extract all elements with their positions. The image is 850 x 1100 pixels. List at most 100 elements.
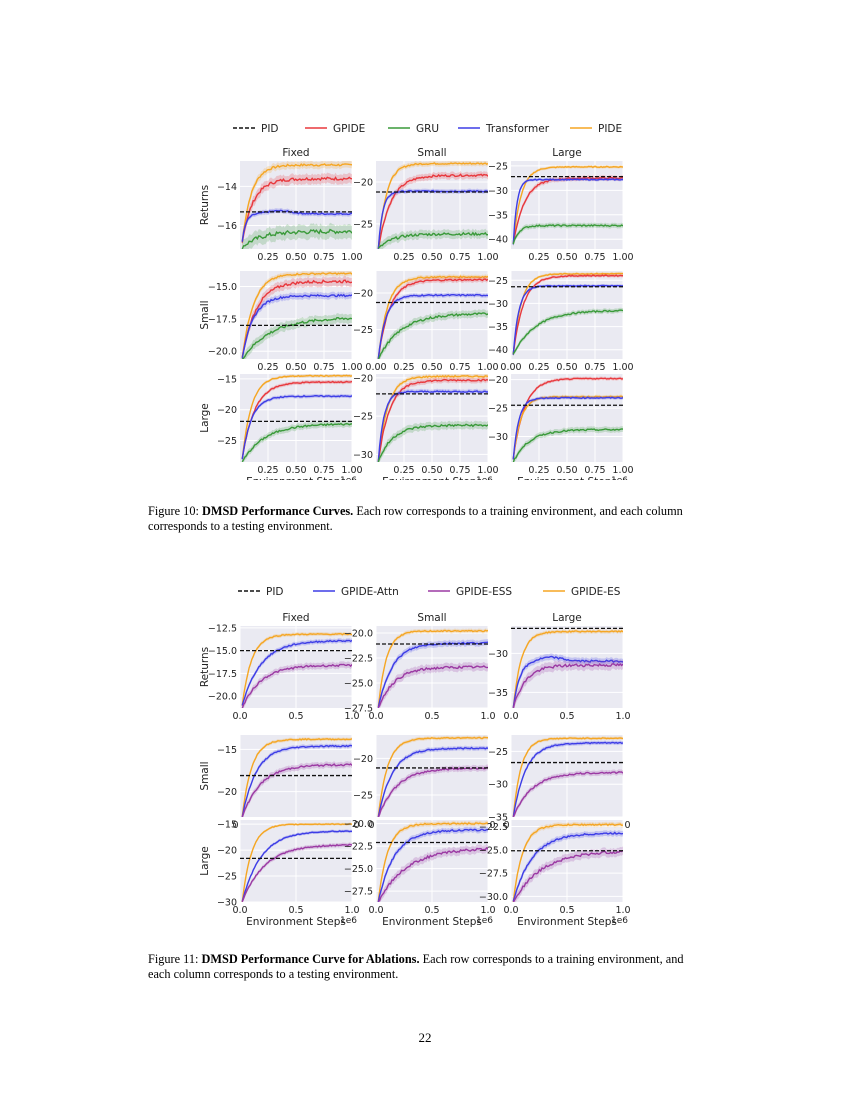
series-group	[240, 374, 352, 462]
y-tick-label: −20.0	[344, 629, 373, 640]
x-tick-label: 1.0	[480, 711, 495, 722]
series-band	[242, 208, 352, 245]
x-tick-label: 1.0	[344, 905, 359, 916]
y-tick-label: −12.5	[208, 623, 237, 634]
x-tick-label: 0.5	[559, 711, 574, 722]
y-tick-label: −15	[217, 745, 237, 756]
x-tick-label: 0.75	[449, 465, 470, 476]
series-group	[240, 161, 352, 249]
x-axis-scale: 1e6	[340, 916, 357, 926]
series-line	[377, 641, 488, 708]
series-group	[376, 374, 488, 462]
y-tick-label: −30	[488, 432, 508, 443]
x-tick-label: 0.75	[584, 252, 605, 263]
series-band	[513, 829, 623, 902]
x-tick-label: 0.50	[556, 465, 577, 476]
panel-small-small: −20−250.00.51.0	[353, 735, 496, 831]
series-line	[512, 224, 623, 245]
panel-returns-fixed: −12.5 −15.0 −17.5 −20.0 0.0 0.5 1.0 Fixed Return…	[199, 612, 360, 722]
legend-item-pid: PID	[233, 123, 279, 135]
y-tick-label: −15	[217, 820, 237, 831]
legend-label: Transformer	[485, 123, 550, 135]
y-tick-label: −15.0	[208, 282, 237, 293]
y-tick-label: −20.0	[208, 692, 237, 703]
x-tick-label: 1.0	[344, 711, 359, 722]
y-tick-label: −20	[217, 787, 237, 798]
x-tick-label: 0.25	[257, 252, 278, 263]
series-line	[512, 630, 623, 708]
series-line	[377, 278, 488, 359]
series-group	[376, 161, 488, 249]
x-axis-scale: 1e6	[476, 476, 493, 480]
x-tick-label: 1.00	[477, 362, 498, 373]
y-tick-label: −35	[488, 210, 508, 221]
x-tick-label: 1.00	[477, 465, 498, 476]
x-tick-label: 0.50	[285, 465, 306, 476]
x-tick-label: 0.50	[556, 252, 577, 263]
legend-item-gpide-attn: GPIDE-Attn	[313, 586, 399, 598]
panel-large-large: −22.5−25.0−27.5−30.00.0 0.5 1.0Environment…	[479, 820, 631, 928]
series-line	[377, 746, 488, 817]
panel-returns-small: −20.0 −22.5 −25.0 −27.50.0 0.5 1.0 Small	[344, 612, 496, 722]
y-tick-label: −30	[488, 299, 508, 310]
x-tick-label: 0.5	[288, 905, 303, 916]
caption-number: Figure 10:	[148, 504, 199, 518]
series-line	[241, 394, 352, 460]
panel-small-large: −25 −30 −35 −40 0.00 0.25 0.50 0.75 1.00	[488, 271, 634, 373]
y-tick-label: −20	[353, 289, 373, 300]
y-tick-label: −25	[217, 872, 237, 883]
x-tick-label: 0.50	[285, 362, 306, 373]
y-tick-label: −27.5	[344, 704, 373, 715]
series-band	[513, 659, 623, 708]
y-tick-label: −25	[353, 325, 373, 336]
series-band	[378, 228, 488, 249]
series-line	[241, 209, 352, 242]
x-tick-label: 0.50	[285, 252, 306, 263]
panel-large-fixed: −15 −20 −25 −300.0 0.5 1.0 Large Environment St…	[199, 820, 360, 928]
y-tick-label: −22.5	[344, 654, 373, 665]
series-band	[513, 769, 623, 817]
series-line	[377, 231, 488, 249]
series-group	[240, 631, 352, 708]
x-axis-label: Environment Steps	[517, 916, 617, 928]
x-tick-label: 1.0	[615, 711, 630, 722]
series-band	[378, 639, 488, 708]
series-line	[241, 228, 352, 249]
x-axis-label: Environment Steps	[382, 476, 482, 480]
series-line	[512, 309, 623, 355]
page-number: 22	[418, 1030, 432, 1045]
x-tick-label: 1.00	[341, 465, 362, 476]
series-line	[377, 629, 488, 708]
series-line	[377, 736, 488, 817]
series-line	[377, 162, 488, 249]
column-title: Fixed	[282, 147, 309, 159]
y-tick-label: −22.5	[479, 822, 508, 833]
series-group	[240, 271, 352, 359]
series-line	[241, 293, 352, 359]
y-tick-label: −14	[217, 182, 237, 193]
x-tick-label: 0.0	[503, 905, 518, 916]
series-line	[512, 178, 623, 245]
series-line	[512, 428, 623, 462]
series-line	[377, 275, 488, 359]
y-tick-label: −17.5	[208, 314, 237, 325]
series-line	[241, 763, 352, 817]
row-label: Small	[199, 761, 211, 790]
panel-large-small: −20 −25 −30 0.25 0.50 0.75 1.00Environment Ste…	[353, 373, 499, 480]
series-line	[512, 176, 623, 245]
x-tick-label: 0.50	[421, 252, 442, 263]
series-group	[511, 821, 623, 902]
series-line	[241, 738, 352, 817]
series-line	[512, 771, 623, 817]
x-tick-label: 0.75	[449, 362, 470, 373]
series-group	[511, 272, 623, 357]
series-line	[377, 378, 488, 462]
x-axis-scale: 1e6	[476, 916, 493, 926]
y-tick-label: −25	[488, 161, 508, 172]
y-tick-label: −27.5	[479, 869, 508, 880]
y-tick-label: −22.5	[344, 842, 373, 853]
x-axis-label: Environment Steps	[382, 916, 482, 928]
series-line	[377, 312, 488, 359]
y-tick-label: −20	[488, 375, 508, 386]
y-tick-label: −20	[353, 373, 373, 384]
